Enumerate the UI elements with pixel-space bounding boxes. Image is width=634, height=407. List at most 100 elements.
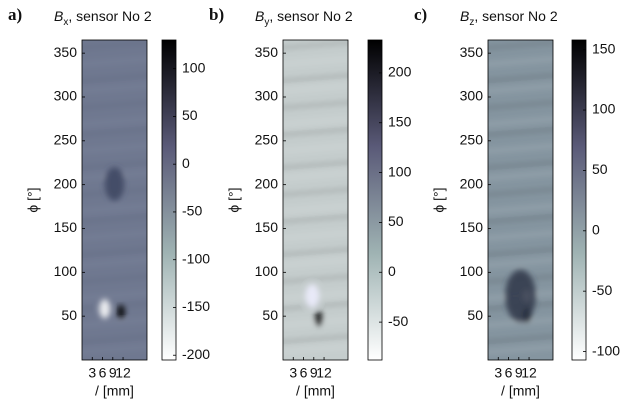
field-streak	[82, 290, 147, 301]
panel: b) By, sensor No 2 50 100 150 200 250 300 350 3 6 9…	[209, 5, 412, 399]
field-streak	[82, 214, 147, 224]
field-streak	[82, 203, 147, 214]
y-tick-label: 250	[54, 132, 78, 148]
field-streak	[82, 257, 147, 268]
y-tick-label: 250	[255, 132, 279, 148]
field-streak	[82, 73, 147, 83]
colorbar-tick-label: -200	[182, 346, 210, 362]
field-streak	[488, 143, 553, 154]
y-axis-label: ϕ [°]	[25, 187, 41, 212]
field-streak	[488, 247, 553, 257]
y-tick-label: 50	[262, 307, 278, 323]
field-streak	[488, 116, 553, 127]
y-tick-label: 300	[255, 88, 279, 104]
field-streak	[283, 257, 348, 268]
y-tick-label: 150	[460, 219, 484, 235]
field-streak	[488, 334, 553, 344]
y-tick-label: 300	[460, 88, 484, 104]
y-tick-label: 150	[255, 219, 279, 235]
y-tick-label: 100	[54, 263, 78, 279]
colorbar-tick-label: 50	[182, 107, 198, 123]
field-streak	[82, 247, 147, 257]
field-streak	[488, 40, 553, 50]
field-streak	[82, 344, 147, 355]
field-streak	[283, 100, 348, 110]
colorbar-tick-label: -100	[592, 342, 620, 358]
field-streak	[283, 334, 348, 344]
field-streak	[283, 247, 348, 257]
y-tick-label: 200	[54, 175, 78, 191]
field-streak	[283, 203, 348, 214]
field-streak	[283, 230, 348, 241]
y-tick-label: 50	[467, 307, 483, 323]
colorbar-tick-label: 200	[388, 64, 412, 80]
colorbar	[367, 39, 383, 361]
field-streak	[283, 274, 348, 284]
panel-title: By, sensor No 2	[255, 8, 353, 28]
colorbar-tick-label: -150	[182, 298, 210, 314]
colorbar-tick-label: 100	[388, 163, 412, 179]
field-streak	[488, 160, 553, 170]
field-streak	[283, 83, 348, 94]
x-tick-label: 12	[316, 365, 332, 381]
panel: c) Bz, sensor No 2 50 100 150 200 250 300 350 3 6 9…	[414, 5, 620, 399]
field-streak	[488, 187, 553, 197]
x-tick-label: 6	[300, 365, 308, 381]
field-streak	[283, 143, 348, 154]
field-features	[283, 40, 348, 355]
x-tick-label: 6	[99, 365, 107, 381]
panel-title: Bx, sensor No 2	[54, 8, 152, 28]
panel-label: c)	[414, 5, 427, 24]
field-feature	[314, 311, 323, 326]
field-streak	[82, 83, 147, 94]
colorbar	[161, 39, 177, 361]
x-tick-label: 9	[109, 365, 117, 381]
field-streak	[488, 83, 553, 94]
field-streak	[82, 274, 147, 284]
field-streak	[82, 143, 147, 154]
field-streak	[488, 73, 553, 83]
y-tick-label: 50	[61, 307, 77, 323]
field-feature	[305, 284, 320, 308]
axes-frame	[81, 39, 148, 361]
field-streak	[488, 100, 553, 110]
panel-label: b)	[209, 5, 224, 24]
y-tick-label: 350	[255, 44, 279, 60]
x-axis-label: / [mm]	[296, 383, 335, 399]
field-feature	[505, 269, 536, 323]
title-var: B	[255, 8, 264, 24]
field-streak	[488, 344, 553, 355]
field-streak	[488, 214, 553, 224]
y-tick-label: 300	[54, 88, 78, 104]
colorbar-tick-label: -50	[388, 313, 408, 329]
title-sub: x	[63, 17, 68, 28]
colorbar-tick-label: 0	[592, 221, 600, 237]
field-streak	[82, 116, 147, 127]
field-streak	[283, 73, 348, 83]
x-tick-label: 6	[505, 365, 513, 381]
colorbar-tick-label: 100	[182, 59, 206, 75]
field-streak	[283, 56, 348, 67]
field-streak	[283, 214, 348, 224]
field-streak	[283, 170, 348, 181]
colorbar-tick-label: 150	[388, 113, 412, 129]
y-tick-label: 100	[255, 263, 279, 279]
title-rest: , sensor No 2	[269, 8, 352, 24]
field-feature	[99, 299, 111, 319]
colorbar-tick-label: 150	[592, 40, 616, 56]
y-tick-label: 200	[460, 175, 484, 191]
field-streak	[82, 40, 147, 50]
title-rest: , sensor No 2	[68, 8, 151, 24]
x-tick-label: 3	[494, 365, 502, 381]
colorbar	[571, 39, 587, 361]
field-streak	[283, 160, 348, 170]
field-streak	[82, 56, 147, 67]
field-streak	[82, 160, 147, 170]
colorbar-tick-label: 0	[388, 263, 396, 279]
colorbar-tick-label: 50	[388, 213, 404, 229]
field-streak	[82, 100, 147, 110]
field-streak	[82, 301, 147, 311]
field-streak	[283, 127, 348, 137]
field-streak	[488, 317, 553, 328]
